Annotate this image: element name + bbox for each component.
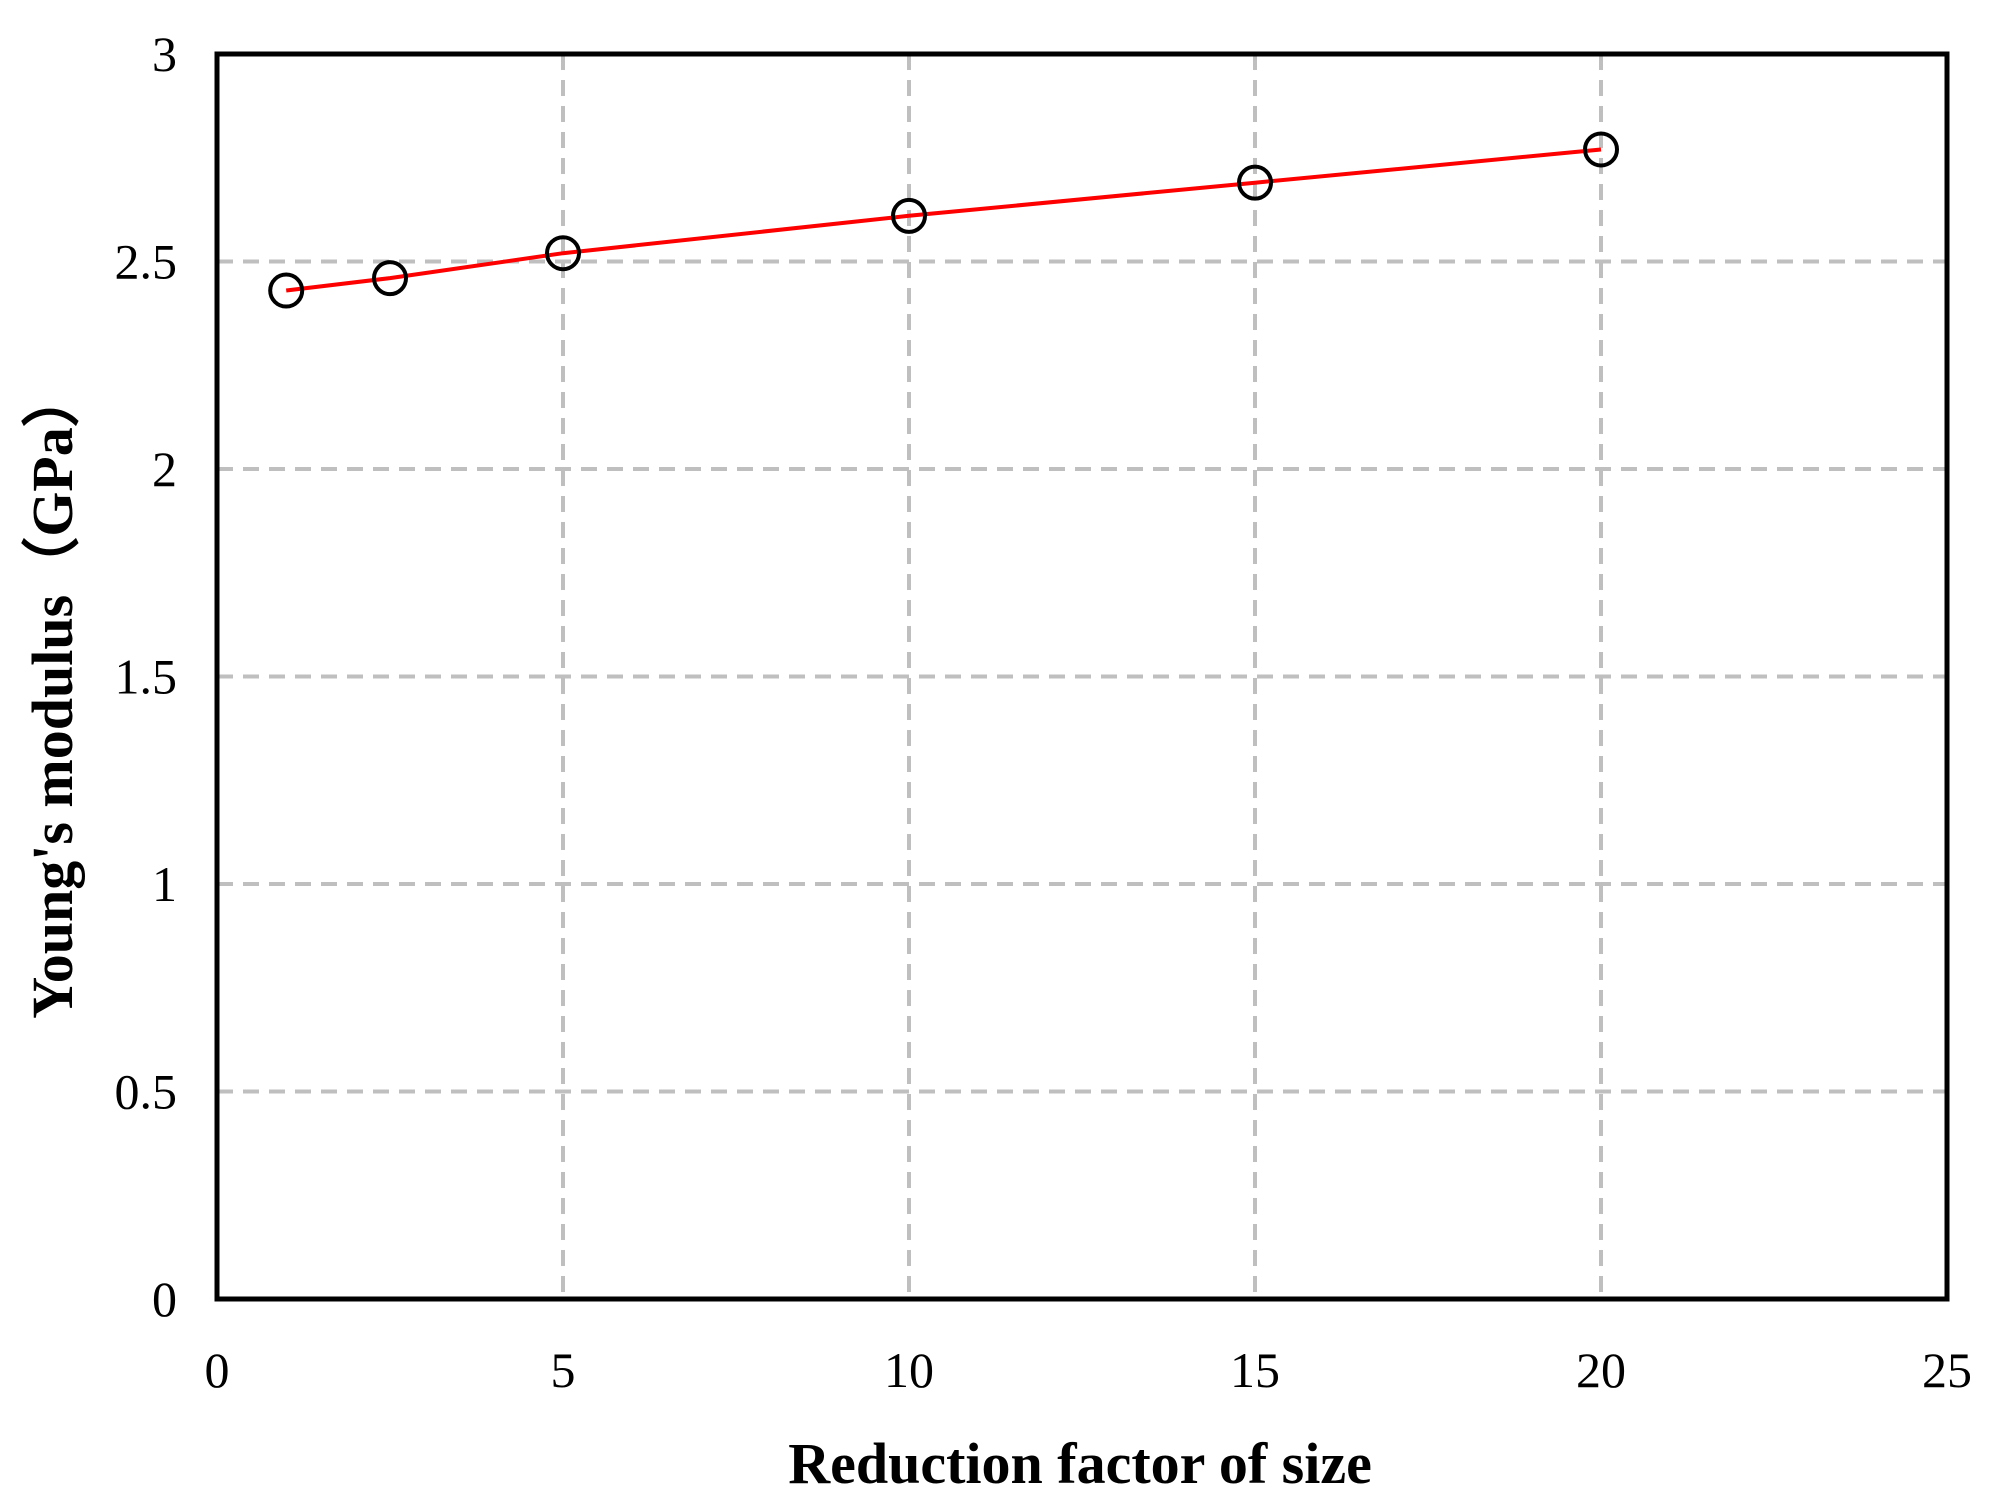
plot-frame [214, 51, 1950, 1302]
y-axis-title: Young's modulus（GPa） [20, 369, 85, 1018]
x-tick-labels: 0 5 10 15 20 25 [205, 1342, 1973, 1398]
x-tick-label: 20 [1576, 1342, 1626, 1398]
data-points [268, 131, 1619, 309]
data-point [268, 272, 305, 309]
data-point [1237, 164, 1273, 201]
y-tick-label: 2.5 [115, 234, 178, 290]
y-tick-label: 0.5 [115, 1064, 178, 1120]
x-tick-label: 15 [1230, 1342, 1280, 1398]
y-tick-label: 2 [152, 441, 177, 497]
x-tick-label: 5 [551, 1342, 576, 1398]
data-point [891, 197, 927, 234]
y-tick-label: 3 [152, 26, 177, 82]
x-axis-title: Reduction factor of size [788, 1431, 1372, 1496]
x-tick-label: 0 [205, 1342, 230, 1398]
y-tick-label: 1 [152, 856, 177, 912]
data-point [1583, 131, 1619, 168]
y-tick-labels: 0 0.5 1 1.5 2 2.5 3 [115, 26, 178, 1327]
y-tick-label: 0 [152, 1271, 177, 1327]
x-tick-label: 10 [884, 1342, 934, 1398]
y-tick-label: 1.5 [115, 649, 178, 705]
data-point [545, 235, 581, 272]
x-tick-label: 25 [1922, 1342, 1972, 1398]
data-point [372, 260, 408, 297]
